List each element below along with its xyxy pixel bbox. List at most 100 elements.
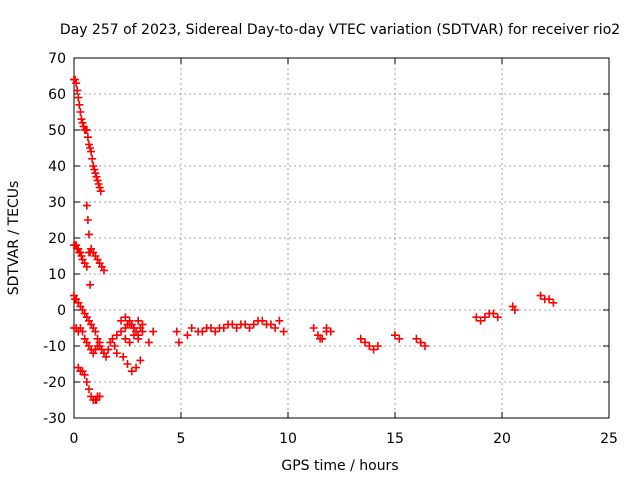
data-point <box>95 338 104 347</box>
data-point <box>87 147 96 156</box>
y-tick-label: -10 <box>43 339 66 355</box>
data-point <box>198 327 207 336</box>
data-point <box>279 327 288 336</box>
data-point <box>82 262 91 271</box>
data-point <box>476 316 485 325</box>
y-tick-label: 10 <box>48 267 66 283</box>
data-point <box>76 108 85 116</box>
data-point <box>84 230 93 239</box>
series-flat-1 <box>172 316 288 347</box>
data-point <box>90 165 99 174</box>
series-isolated <box>82 201 95 289</box>
y-tick-label: -20 <box>43 375 66 391</box>
data-point <box>117 316 126 325</box>
data-point <box>91 169 100 178</box>
data-point <box>134 334 143 343</box>
data-point <box>96 187 105 196</box>
data-point <box>138 320 147 329</box>
data-points <box>70 75 558 404</box>
data-point <box>125 320 134 329</box>
data-point <box>174 338 183 347</box>
data-point <box>119 352 128 361</box>
data-point <box>373 342 382 350</box>
data-point <box>241 320 250 329</box>
series-flat-2 <box>309 324 335 343</box>
data-point <box>309 324 318 332</box>
data-point <box>127 367 136 376</box>
data-point <box>83 216 92 224</box>
series-arc-2 <box>70 241 108 275</box>
data-point <box>395 334 404 343</box>
data-point <box>489 309 498 318</box>
data-point <box>266 320 275 329</box>
data-point <box>77 115 86 124</box>
y-tick-label: 60 <box>48 87 66 103</box>
x-tick-label: 5 <box>177 431 186 447</box>
data-point <box>275 316 284 325</box>
x-tick-label: 15 <box>386 431 404 447</box>
data-point <box>78 118 87 127</box>
data-point <box>112 349 121 358</box>
data-point <box>369 345 378 354</box>
data-point <box>391 331 399 340</box>
data-point <box>232 324 241 332</box>
data-point <box>472 313 481 322</box>
data-point <box>72 79 81 88</box>
data-point <box>326 327 335 336</box>
data-point <box>71 75 80 84</box>
data-point <box>138 327 147 336</box>
data-point <box>258 316 267 325</box>
x-tick-label: 0 <box>70 431 79 447</box>
x-tick-label: 25 <box>600 431 618 447</box>
data-point <box>121 313 130 322</box>
data-point <box>136 356 145 365</box>
data-point <box>84 140 93 149</box>
data-point <box>104 345 113 354</box>
data-point <box>102 352 111 361</box>
y-axis: -30 -20 -10 0 10 20 30 40 50 60 70 <box>43 51 609 427</box>
data-point <box>73 86 82 95</box>
data-point <box>480 313 489 322</box>
data-point <box>110 342 119 350</box>
y-tick-label: 70 <box>48 51 66 67</box>
data-point <box>123 360 132 368</box>
data-point <box>316 334 325 343</box>
y-tick-label: 40 <box>48 159 66 175</box>
data-point <box>89 162 98 170</box>
data-point <box>77 252 86 260</box>
data-point <box>322 324 331 332</box>
data-point <box>82 201 91 210</box>
data-point <box>76 248 85 257</box>
x-axis: 0 5 10 15 20 25 <box>70 58 618 447</box>
grid <box>74 58 609 418</box>
data-point <box>219 324 228 332</box>
data-point <box>249 320 258 329</box>
series-steep-arc-1 <box>70 75 105 196</box>
data-point <box>361 338 370 347</box>
data-point <box>129 331 138 340</box>
data-point <box>416 338 425 347</box>
data-point <box>132 363 141 372</box>
y-tick-label: 30 <box>48 195 66 211</box>
data-point <box>420 342 429 350</box>
y-axis-title: SDTVAR / TECUs <box>6 181 22 296</box>
series-late <box>472 302 519 325</box>
data-point <box>365 342 374 350</box>
data-point <box>80 370 89 379</box>
data-point <box>92 172 101 181</box>
data-point <box>510 306 519 314</box>
data-point <box>86 144 95 152</box>
data-point <box>129 324 138 332</box>
data-point <box>271 324 280 332</box>
data-point <box>91 327 100 336</box>
series-neg-cluster <box>70 324 121 361</box>
data-point <box>88 154 97 163</box>
data-point <box>121 334 130 343</box>
x-axis-title: GPS time / hours <box>281 458 398 474</box>
data-point <box>187 324 196 332</box>
data-point <box>94 180 103 188</box>
data-point <box>144 338 153 347</box>
data-point <box>356 334 365 343</box>
y-tick-label: -30 <box>43 411 66 427</box>
